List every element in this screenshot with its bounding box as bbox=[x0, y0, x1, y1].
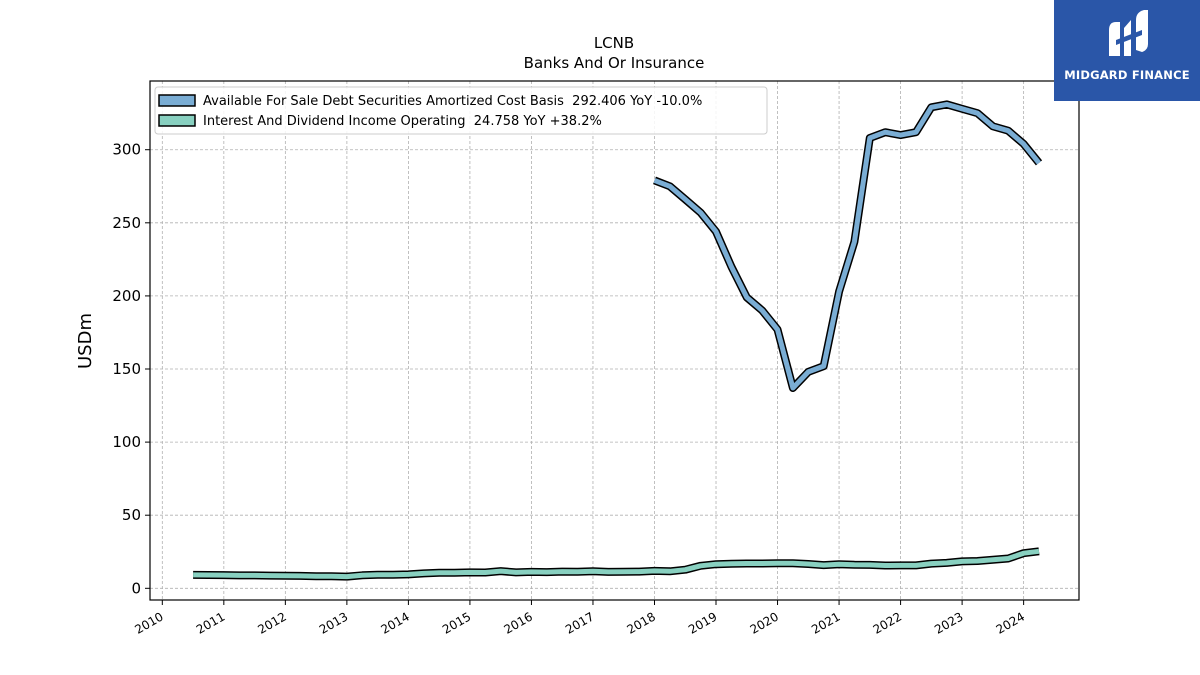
x-tick-label: 2016 bbox=[501, 609, 534, 636]
series-1-outline bbox=[653, 100, 1043, 392]
series-2-line bbox=[193, 548, 1040, 580]
y-tick-label: 250 bbox=[112, 214, 141, 232]
x-tick-label: 2012 bbox=[255, 609, 288, 636]
y-tick-label: 100 bbox=[112, 433, 141, 451]
legend-label-series-2: Interest And Dividend Income Operating 2… bbox=[203, 114, 602, 129]
x-tick-label: 2013 bbox=[317, 609, 350, 636]
x-tick-label: 2020 bbox=[748, 609, 781, 636]
y-tick-label: 0 bbox=[131, 579, 141, 597]
x-tick-label: 2019 bbox=[686, 609, 719, 636]
grid bbox=[150, 81, 1079, 600]
legend: Available For Sale Debt Securities Amort… bbox=[154, 86, 768, 135]
legend-label-series-1: Available For Sale Debt Securities Amort… bbox=[203, 94, 702, 109]
y-tick-label: 150 bbox=[112, 360, 141, 378]
logo-mark-icon bbox=[1109, 10, 1148, 56]
x-tick-label: 2017 bbox=[563, 609, 596, 636]
series-1-line bbox=[653, 101, 1041, 391]
y-axis-label: USDm bbox=[75, 313, 96, 369]
legend-box bbox=[154, 86, 768, 135]
x-tick-label: 2024 bbox=[994, 609, 1027, 636]
x-tick-label: 2023 bbox=[932, 609, 965, 636]
y-tick-label: 300 bbox=[112, 141, 141, 159]
x-tick-label: 2018 bbox=[625, 609, 658, 636]
y-tick-label: 200 bbox=[112, 287, 141, 305]
y-axis: 0 50 100 150 200 250 300 bbox=[112, 141, 150, 597]
legend-swatch-series-1 bbox=[158, 94, 196, 107]
x-tick-label: 2022 bbox=[871, 609, 904, 636]
x-tick-label: 2014 bbox=[378, 609, 411, 636]
x-tick-label: 2015 bbox=[440, 609, 473, 636]
brand-logo: MIDGARD FINANCE bbox=[1054, 0, 1200, 101]
x-tick-label: 2021 bbox=[809, 609, 842, 636]
chart-subtitle: Banks And Or Insurance bbox=[524, 54, 705, 72]
series-lines bbox=[193, 100, 1043, 581]
legend-swatch-series-2 bbox=[158, 114, 196, 127]
x-tick-label: 2011 bbox=[194, 609, 227, 636]
chart-title: LCNB bbox=[594, 34, 634, 52]
x-axis: 2010 2011 2012 2013 2014 2015 2016 2017 2018 2019… bbox=[132, 600, 1027, 637]
x-tick-label: 2010 bbox=[132, 609, 165, 636]
y-tick-label: 50 bbox=[122, 506, 141, 524]
logo-text: MIDGARD FINANCE bbox=[1064, 68, 1190, 82]
plot-frame bbox=[149, 80, 1080, 601]
